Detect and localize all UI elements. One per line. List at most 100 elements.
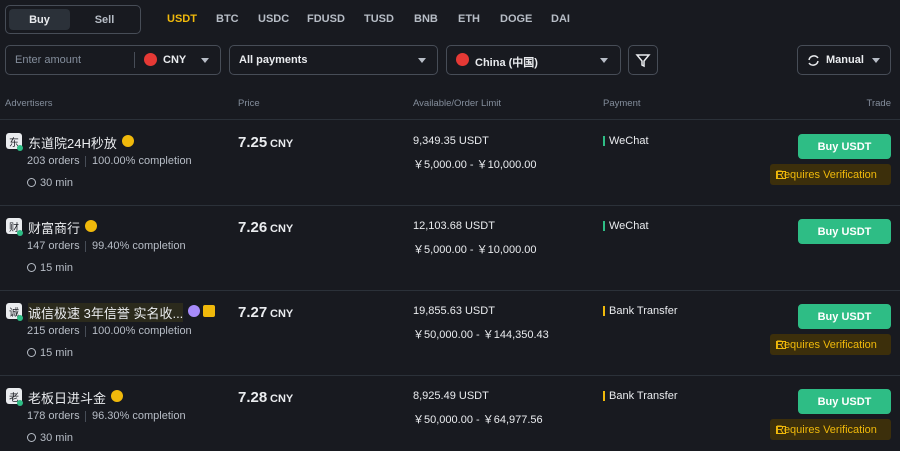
separator [0,375,900,376]
verified-badge [188,305,200,317]
price-currency: CNY [270,223,294,235]
completion: 100.00% completion [92,325,192,337]
separator [0,290,900,291]
payments: All payments [239,54,308,66]
column-header: Advertisers [5,98,53,109]
orders: 178 orders [27,410,80,422]
coin-tab[interactable]: BTC [216,13,239,25]
order-limit: ￥50,000.00 - ￥144,350.43 [413,329,549,341]
available: 9,349.35 USDT [413,135,489,147]
advertiser-name[interactable]: 财富商行 [28,221,81,236]
order-limit: ￥5,000.00 - ￥10,000.00 [413,159,537,171]
available: 8,925.49 USDT [413,390,489,402]
coin-tab[interactable]: BNB [414,13,438,25]
column-header: Payment [603,98,641,109]
order-limit: ￥5,000.00 - ￥10,000.00 [413,244,537,256]
verification-tag: Requires Verification [770,334,891,355]
advertiser-name[interactable]: 诚信极速 3年信誉 实名收... [28,303,184,322]
verification-icon [776,340,786,349]
amount-input[interactable]: Enter amount CNY [5,45,221,75]
coin-tab[interactable]: DOGE [500,13,533,25]
caret [600,58,608,63]
coin-tab[interactable]: TUSD [364,13,394,25]
payment-bar [603,391,605,401]
price: 7.27 [238,304,268,321]
refresh-select[interactable]: Manual [797,45,891,75]
available: 19,855.63 USDT [413,305,495,317]
buy-button[interactable]: Buy USDT [798,389,891,414]
payment-method: WeChat [609,220,649,232]
payment-method: Bank Transfer [609,390,678,402]
coin-tab[interactable]: USDC [258,13,290,25]
toggle-option[interactable]: Buy [9,9,70,30]
price-currency: CNY [270,138,294,150]
pay-time: 30 min [40,432,74,444]
payment-bar [603,306,605,316]
price-currency: CNY [270,308,294,320]
completion: 96.30% completion [92,410,186,422]
buy-button[interactable]: Buy USDT [798,134,891,159]
clock-icon [27,263,36,272]
pay-time: 30 min [40,177,74,189]
separator [0,119,900,120]
clock-icon [27,348,36,357]
divider [85,326,86,337]
column-header: Price [238,98,260,109]
divider [85,156,86,167]
payment-method: WeChat [609,135,649,147]
coin-tab[interactable]: USDT [167,13,197,25]
pay-time: 15 min [40,262,74,274]
verified-badge [85,220,97,232]
region: China (中国) [475,57,538,69]
verification-tag: Requires Verification [770,419,891,440]
column-header: Available/Order Limit [413,98,502,109]
buy-button[interactable]: Buy USDT [798,304,891,329]
separator [0,205,900,206]
available: 12,103.68 USDT [413,220,495,232]
order-limit: ￥50,000.00 - ￥64,977.56 [413,414,543,426]
divider [85,411,86,422]
coin-tab[interactable]: FDUSD [307,13,345,25]
verification-icon [776,170,786,179]
verified-badge [111,390,123,402]
refresh: Manual [826,54,864,66]
filter-icon [635,54,651,68]
merchant-badge [203,305,215,317]
caret [418,58,426,63]
payment-method: Bank Transfer [609,305,678,317]
buy-button[interactable]: Buy USDT [798,219,891,244]
verified-badge [122,135,134,147]
orders: 147 orders [27,240,80,252]
payment-bar [603,136,605,146]
price: 7.25 [238,134,268,151]
completion: 100.00% completion [92,155,192,167]
flag [456,53,469,66]
pay-time: 15 min [40,347,74,359]
verification-text: Requires Verification [776,168,877,181]
divider [85,241,86,252]
completion: 99.40% completion [92,240,186,252]
amount-placeholder: Enter amount [15,54,82,66]
toggle-option[interactable]: Sell [94,13,115,26]
currency: CNY [163,54,187,66]
advertiser-name[interactable]: 东道院24H秒放 [28,136,117,151]
payment-bar [603,221,605,231]
filter-button[interactable] [628,45,658,75]
currency-icon [144,53,157,66]
payments-select[interactable]: All payments [229,45,438,75]
clock-icon [27,433,36,442]
region-select[interactable]: China (中国) [446,45,621,75]
orders: 203 orders [27,155,80,167]
price-currency: CNY [270,393,294,405]
verification-text: Requires Verification [776,338,877,351]
caret [201,58,209,63]
advertiser-name[interactable]: 老板日进斗金 [28,391,107,406]
online-dot [17,145,23,151]
clock-icon [27,178,36,187]
coin-tab[interactable]: ETH [458,13,480,25]
coin-tab[interactable]: DAI [551,13,570,25]
orders: 215 orders [27,325,80,337]
online-dot [17,230,23,236]
column-header: Trade [866,98,891,109]
